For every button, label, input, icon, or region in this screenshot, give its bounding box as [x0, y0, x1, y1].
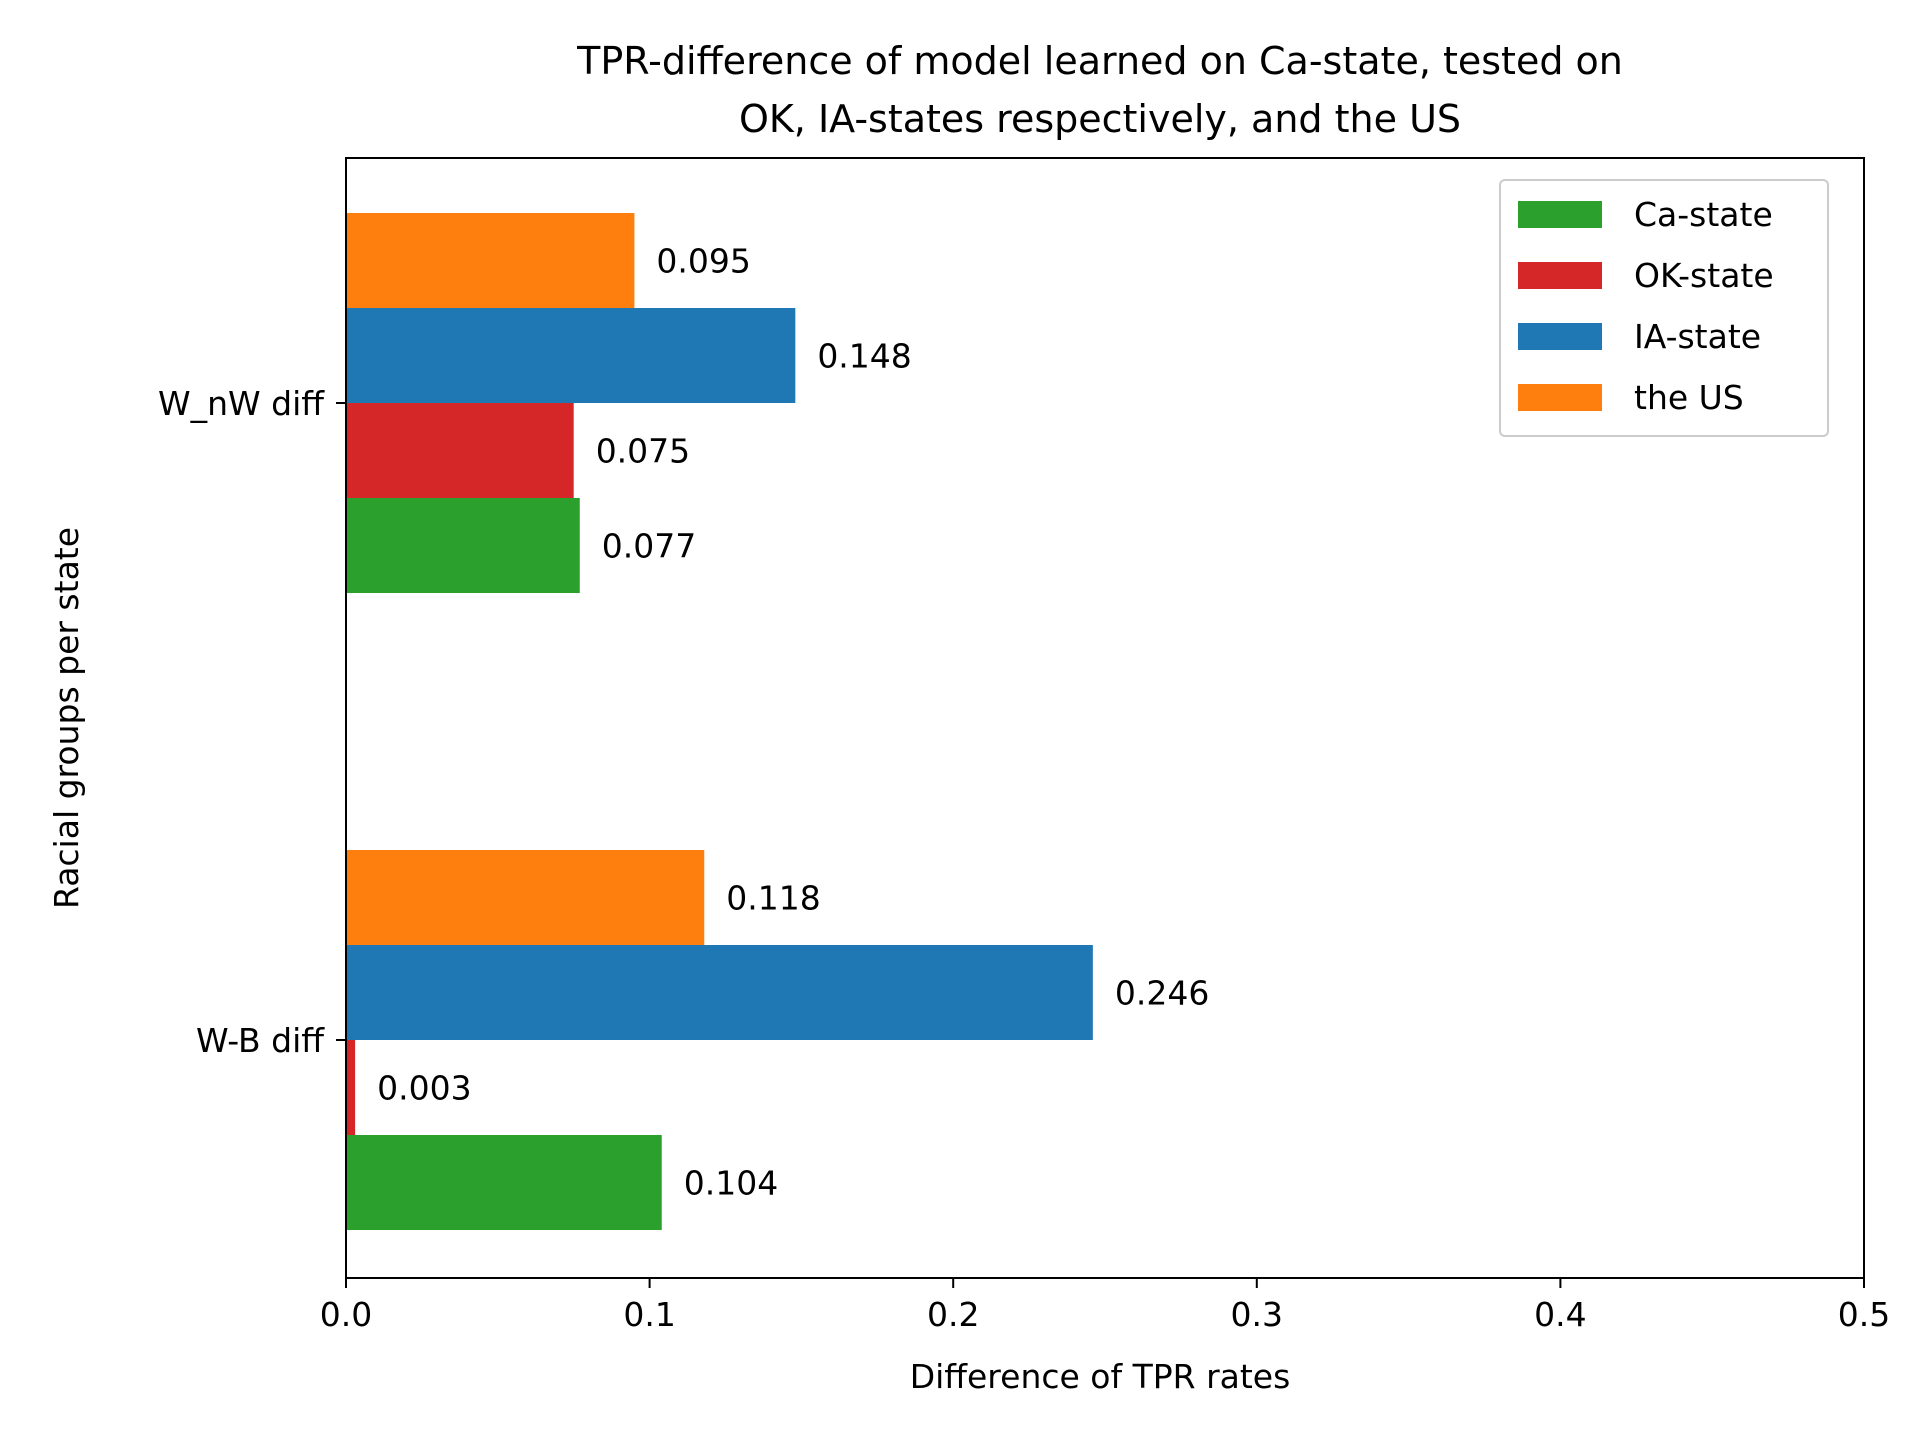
- y-axis-label: Racial groups per state: [47, 527, 86, 909]
- legend-swatch: [1518, 384, 1602, 411]
- bar: [346, 213, 635, 308]
- bar-value-label: 0.118: [726, 879, 820, 918]
- bar-value-label: 0.246: [1115, 974, 1209, 1013]
- bar: [346, 403, 574, 498]
- legend-label: IA-state: [1634, 317, 1761, 356]
- bar: [346, 1040, 356, 1135]
- chart-title-line-1: TPR-difference of model learned on Ca-st…: [576, 39, 1623, 83]
- x-tick-label: 0.1: [623, 1295, 675, 1334]
- x-tick-label: 0.3: [1231, 1295, 1283, 1334]
- bar: [346, 945, 1093, 1040]
- bar: [346, 850, 705, 945]
- bar-value-label: 0.077: [602, 527, 696, 566]
- bar-value-label: 0.003: [377, 1069, 471, 1108]
- axes-frame: [345, 157, 1865, 1279]
- bar: [346, 308, 796, 403]
- legend-label: the US: [1634, 378, 1744, 417]
- x-tick-label: 0.2: [927, 1295, 979, 1334]
- legend: Ca-state OK-state IA-state the US: [1499, 179, 1829, 437]
- bar: [346, 1135, 662, 1230]
- bar: [346, 498, 580, 593]
- bar-value-label: 0.095: [656, 242, 750, 281]
- legend-swatch: [1518, 262, 1602, 289]
- chart-title-line-2: OK, IA-states respectively, and the US: [739, 97, 1461, 141]
- legend-label: Ca-state: [1634, 195, 1773, 234]
- x-tick-label: 0.5: [1838, 1295, 1890, 1334]
- plot-area: 0.104 0.077 0.003 0.075 0.246 0.148 0.118 0.095…: [158, 157, 1890, 1334]
- legend-swatch: [1518, 323, 1602, 350]
- y-tick-label: W-B diff: [196, 1021, 325, 1060]
- bar-value-label: 0.075: [596, 432, 690, 471]
- bar-value-label: 0.104: [684, 1164, 778, 1203]
- y-tick-label: W_nW diff: [158, 384, 325, 423]
- x-tick-label: 0.4: [1534, 1295, 1586, 1334]
- legend-label: OK-state: [1634, 256, 1774, 295]
- x-axis-label: Difference of TPR rates: [910, 1357, 1291, 1396]
- bar-value-label: 0.148: [817, 337, 911, 376]
- legend-swatch: [1518, 201, 1602, 228]
- legend-box: [1499, 179, 1829, 437]
- x-tick-label: 0.0: [320, 1295, 372, 1334]
